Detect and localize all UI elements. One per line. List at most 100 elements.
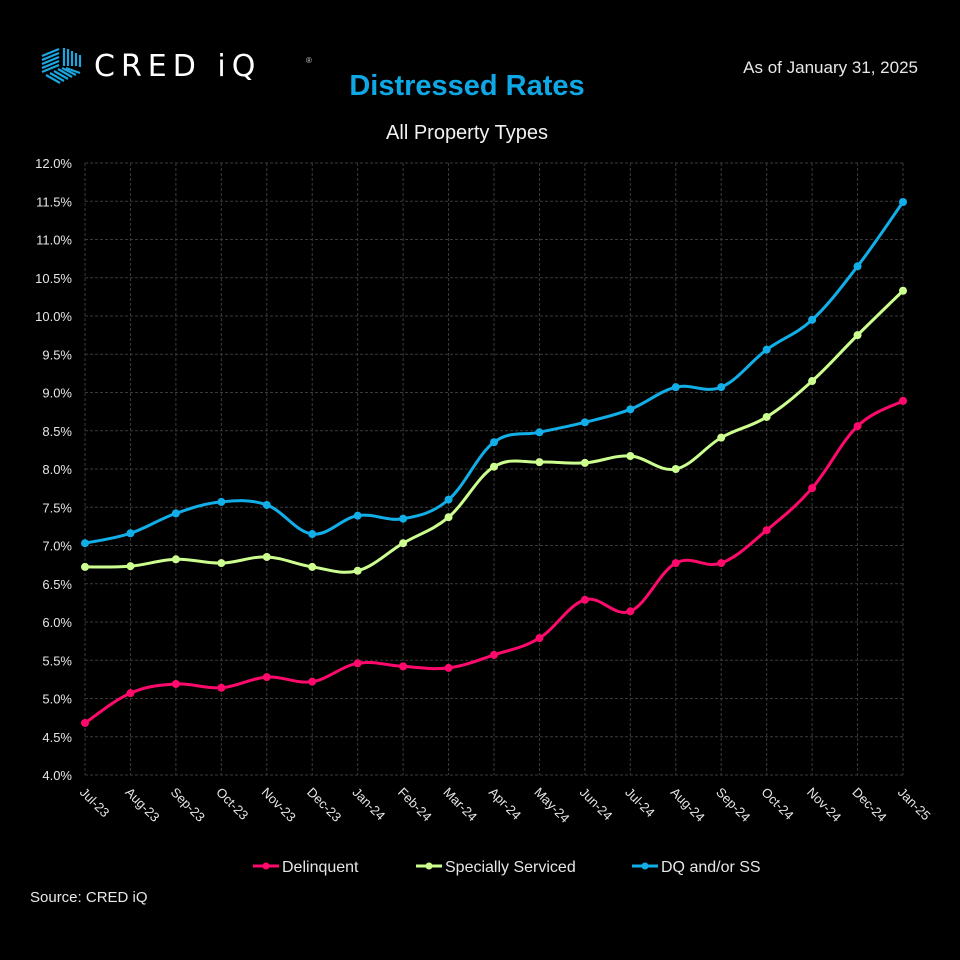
- legend-label: Specially Serviced: [445, 859, 576, 876]
- data-point: [671, 559, 680, 568]
- y-tick-label: 10.5%: [35, 271, 72, 286]
- data-point: [899, 286, 907, 295]
- y-axis-ticks: 4.0% 4.5% 5.0% 5.5% 6.0% 6.5% 7.0% 7.5% 8.0% 8.5%…: [35, 156, 72, 783]
- legend: Delinquent Specially Serviced DQ and/or SS: [253, 859, 761, 876]
- y-tick-label: 11.0%: [36, 233, 72, 248]
- data-point: [399, 662, 408, 671]
- data-point: [126, 529, 135, 538]
- y-tick-label: 8.5%: [42, 424, 72, 439]
- data-point: [626, 451, 635, 460]
- x-tick-label: Dec-23: [304, 785, 344, 825]
- data-point: [762, 526, 771, 535]
- chart-title: Distressed Rates: [349, 70, 585, 102]
- data-point: [853, 422, 862, 431]
- x-tick-label: Oct-23: [213, 785, 251, 823]
- data-point: [353, 659, 362, 668]
- data-point: [308, 677, 317, 686]
- data-point: [308, 530, 317, 539]
- data-point: [262, 500, 271, 509]
- x-tick-label: Nov-24: [804, 785, 844, 825]
- data-point: [671, 383, 680, 392]
- data-point: [81, 562, 89, 571]
- data-point: [217, 497, 226, 506]
- data-point: [853, 331, 862, 340]
- data-point: [762, 412, 771, 421]
- data-point: [81, 718, 89, 727]
- x-tick-label: Dec-24: [849, 785, 889, 825]
- legend-item: Delinquent: [253, 859, 359, 876]
- legend-item: DQ and/or SS: [632, 859, 761, 876]
- x-tick-label: Feb-24: [395, 785, 435, 825]
- data-point: [899, 198, 907, 207]
- y-tick-label: 9.0%: [42, 386, 72, 401]
- y-tick-label: 4.0%: [42, 768, 72, 783]
- data-point: [399, 539, 408, 548]
- legend-dot-marker: [425, 862, 433, 870]
- y-tick-label: 9.5%: [42, 347, 72, 362]
- brand-logo: CRED iQ ®: [38, 44, 312, 88]
- data-point: [717, 559, 726, 568]
- hexagon-stripes-icon: [41, 47, 82, 84]
- x-tick-label: Aug-23: [122, 785, 162, 825]
- data-point: [490, 462, 498, 471]
- data-point: [217, 683, 226, 692]
- x-tick-label: May-24: [531, 785, 572, 826]
- y-tick-label: 10.0%: [35, 309, 72, 324]
- data-point: [717, 383, 726, 392]
- x-tick-label: Apr-24: [486, 785, 524, 823]
- series-delinquent: [81, 396, 907, 727]
- x-tick-label: Jan-25: [895, 785, 934, 824]
- legend-label: Delinquent: [282, 859, 359, 876]
- data-point: [580, 418, 589, 427]
- y-tick-label: 12.0%: [35, 156, 72, 171]
- data-point: [262, 673, 271, 682]
- chart-subtitle: All Property Types: [386, 122, 548, 144]
- data-point: [808, 377, 817, 386]
- series-lines: [81, 198, 907, 727]
- data-point: [717, 433, 726, 442]
- x-axis-ticks: Jul-23 Aug-23 Sep-23 Oct-23 Nov-23 Dec-23 Jan-…: [77, 785, 934, 826]
- x-tick-label: Aug-24: [668, 785, 708, 825]
- x-tick-label: Mar-24: [440, 785, 480, 825]
- brand-name: CRED iQ: [94, 48, 262, 84]
- data-point: [490, 438, 498, 447]
- y-tick-label: 6.0%: [42, 615, 72, 630]
- data-point: [535, 634, 544, 643]
- data-point: [262, 552, 271, 561]
- data-point: [626, 405, 635, 414]
- data-point: [126, 689, 135, 698]
- x-tick-label: Jun-24: [577, 785, 616, 824]
- data-point: [126, 562, 135, 571]
- data-point: [899, 396, 907, 405]
- data-point: [535, 428, 544, 437]
- data-point: [171, 555, 180, 564]
- x-tick-label: Nov-23: [259, 785, 299, 825]
- data-point: [808, 484, 817, 493]
- data-point: [353, 566, 362, 575]
- as-of-date: As of January 31, 2025: [743, 58, 918, 77]
- legend-item: Specially Serviced: [416, 859, 576, 876]
- data-point: [81, 539, 89, 548]
- data-point: [444, 495, 453, 504]
- x-tick-label: Sep-23: [168, 785, 208, 825]
- y-tick-label: 5.5%: [42, 653, 72, 668]
- data-point: [171, 679, 180, 688]
- y-tick-label: 7.0%: [42, 539, 72, 554]
- y-tick-label: 6.5%: [42, 577, 72, 592]
- data-point: [217, 559, 226, 568]
- data-point: [671, 465, 680, 473]
- series-specially-serviced: [81, 286, 907, 575]
- registered-mark: ®: [306, 56, 312, 65]
- data-point: [171, 509, 180, 518]
- y-tick-label: 5.0%: [42, 692, 72, 707]
- data-point: [808, 315, 817, 324]
- legend-dot-marker: [262, 862, 270, 870]
- x-tick-label: Jul-23: [77, 785, 113, 821]
- y-tick-label: 11.5%: [36, 194, 72, 209]
- legend-dot-marker: [641, 862, 649, 870]
- data-point: [308, 562, 317, 571]
- y-tick-label: 4.5%: [42, 730, 72, 745]
- data-point: [762, 345, 771, 354]
- data-point: [444, 513, 453, 522]
